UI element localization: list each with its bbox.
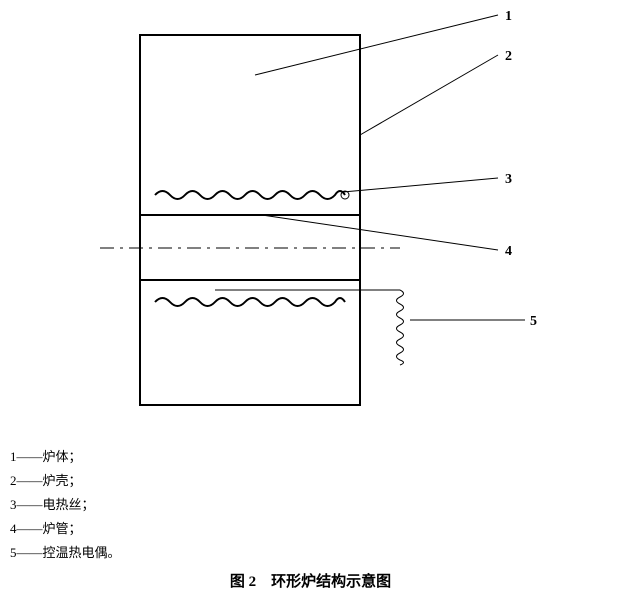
diagram-canvas: 1 2 3 4 5 1——炉体； 2——炉壳； 3——电热丝； 4——炉管； 5… [0,0,621,592]
legend-dash: —— [17,473,43,488]
legend-dash: —— [17,449,43,464]
callout-5: 5 [530,314,537,330]
callout-3: 3 [505,172,512,188]
legend-item-5: 5——控温热电偶。 [10,541,121,565]
legend-item-3: 3——电热丝； [10,493,121,517]
legend-text: 控温热电偶。 [43,545,121,560]
legend-text: 炉壳； [43,473,82,488]
legend-dash: —— [17,545,43,560]
figure-caption: 图 2 环形炉结构示意图 [0,570,621,591]
legend-item-2: 2——炉壳； [10,469,121,493]
legend-dash: —— [17,521,43,536]
legend-text: 炉管； [43,521,82,536]
callout-1: 1 [505,9,512,25]
callout-2: 2 [505,49,512,65]
legend-text: 炉体； [43,449,82,464]
legend-item-4: 4——炉管； [10,517,121,541]
legend-item-1: 1——炉体； [10,445,121,469]
legend-dash: —— [17,497,43,512]
legend: 1——炉体； 2——炉壳； 3——电热丝； 4——炉管； 5——控温热电偶。 [10,445,121,565]
callout-4: 4 [505,244,512,260]
legend-text: 电热丝； [43,497,95,512]
